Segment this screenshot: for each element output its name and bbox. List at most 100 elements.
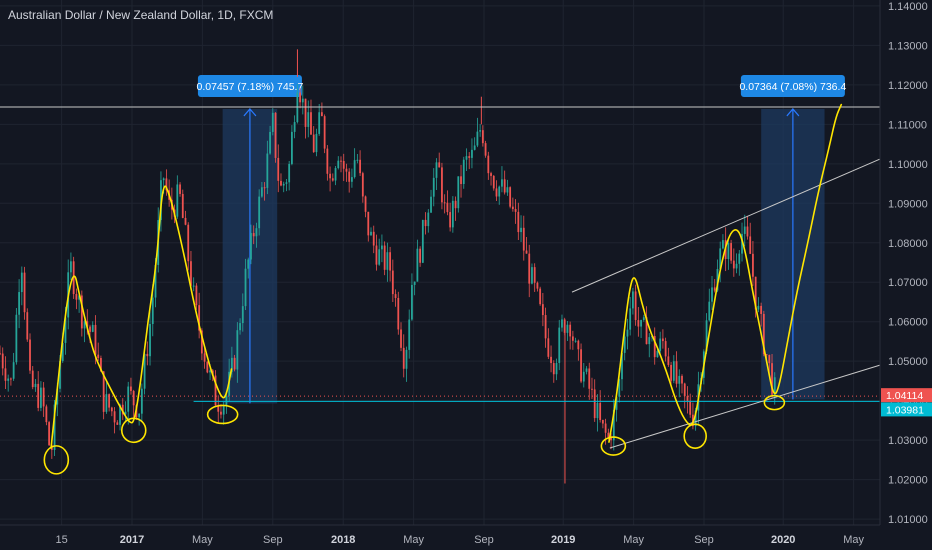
candle-body bbox=[247, 259, 250, 269]
candle-body bbox=[672, 361, 675, 381]
candle-body bbox=[768, 354, 771, 364]
candle-body bbox=[591, 388, 593, 390]
candle-body bbox=[23, 272, 26, 313]
candle-body bbox=[490, 173, 492, 176]
candle-body bbox=[430, 196, 432, 213]
x-tick-label: 15 bbox=[55, 534, 67, 546]
measure-label-box bbox=[740, 74, 845, 97]
candle-body bbox=[165, 178, 168, 191]
freehand-circle[interactable] bbox=[120, 417, 147, 444]
measure-boxes[interactable]: 0.07457 (7.18%) 745.7 0.07364 (7.08%) 736… bbox=[196, 74, 846, 404]
candle-body bbox=[484, 143, 487, 156]
channel-line-lower[interactable] bbox=[609, 364, 881, 449]
candle-body bbox=[18, 292, 20, 315]
candle-body bbox=[127, 386, 130, 412]
candle-body bbox=[757, 305, 760, 310]
time-axis[interactable]: 15 2017 May Sep 2018 May Sep 2019 May Sep 2020 May bbox=[0, 524, 880, 546]
measure-label-box bbox=[197, 74, 302, 97]
candle-body bbox=[176, 184, 179, 217]
candle-body bbox=[331, 178, 334, 181]
candle-body bbox=[293, 122, 296, 132]
candle-body bbox=[435, 162, 438, 178]
freehand-circle[interactable] bbox=[763, 394, 786, 411]
candle-body bbox=[432, 177, 435, 197]
y-tick-label: 1.09000 bbox=[888, 198, 928, 210]
candle-body bbox=[558, 327, 561, 363]
trend-lines[interactable] bbox=[0, 106, 881, 449]
candle-body bbox=[670, 364, 672, 381]
candle-body bbox=[555, 362, 558, 375]
candle-body bbox=[416, 248, 419, 282]
candle-body bbox=[539, 288, 542, 305]
candle-body bbox=[198, 305, 201, 331]
freehand-circle[interactable] bbox=[600, 436, 627, 456]
candle-body bbox=[89, 326, 91, 332]
candle-body bbox=[520, 227, 522, 233]
candle-body bbox=[394, 294, 397, 298]
candle-body bbox=[124, 411, 127, 415]
hand-drawings[interactable] bbox=[43, 103, 843, 475]
freehand-circle[interactable] bbox=[683, 423, 708, 449]
candle-body bbox=[149, 324, 151, 357]
candle-body bbox=[20, 272, 23, 293]
candle-body bbox=[492, 175, 495, 189]
candle-body bbox=[749, 236, 752, 254]
candle-body bbox=[468, 156, 471, 158]
candle-body bbox=[511, 206, 514, 210]
candle-body bbox=[348, 171, 351, 182]
channel-line-upper[interactable] bbox=[571, 158, 881, 293]
candle-body bbox=[571, 336, 574, 341]
candle-body bbox=[154, 264, 157, 298]
candle-body bbox=[722, 240, 724, 249]
candle-body bbox=[618, 379, 621, 397]
candle-body bbox=[113, 411, 116, 423]
candle-body bbox=[640, 320, 642, 327]
candle-body bbox=[711, 287, 713, 302]
candle-body bbox=[552, 363, 555, 375]
y-tick-label: 1.02000 bbox=[888, 475, 928, 487]
x-tick-label: May bbox=[192, 534, 213, 546]
freehand-circle[interactable] bbox=[43, 445, 70, 475]
candle-body bbox=[359, 159, 361, 174]
price-axis[interactable]: 1.010001.020001.030001.040001.050001.060… bbox=[879, 0, 932, 550]
candle-body bbox=[100, 358, 102, 372]
y-tick-label: 1.01000 bbox=[888, 514, 928, 526]
candle-body bbox=[244, 268, 247, 307]
candle-body bbox=[386, 252, 389, 270]
candle-body bbox=[525, 250, 528, 254]
candle-body bbox=[48, 422, 51, 446]
candle-body bbox=[773, 377, 776, 395]
candle-body bbox=[315, 133, 318, 153]
freehand-circle[interactable] bbox=[206, 404, 239, 425]
candle-body bbox=[80, 295, 83, 329]
candle-body bbox=[681, 375, 683, 384]
candle-body bbox=[375, 245, 378, 265]
candle-body bbox=[351, 177, 353, 182]
candle-body bbox=[588, 368, 591, 389]
candle-body bbox=[367, 211, 370, 236]
candle-body bbox=[743, 226, 746, 234]
x-tick-label: May bbox=[403, 534, 424, 546]
candle-body bbox=[438, 162, 441, 168]
candle-body bbox=[741, 233, 743, 254]
candle-body bbox=[263, 187, 266, 189]
candle-body bbox=[200, 330, 203, 354]
candle-body bbox=[730, 243, 733, 261]
candle-body bbox=[329, 173, 331, 179]
freehand-drawing[interactable] bbox=[50, 185, 233, 449]
candle-body bbox=[0, 353, 1, 355]
candle-body bbox=[206, 361, 209, 373]
x-tick-label: May bbox=[843, 534, 864, 546]
candle-body bbox=[334, 168, 337, 181]
candle-body bbox=[192, 285, 195, 287]
y-tick-label: 1.06000 bbox=[888, 317, 928, 329]
x-tick-label: Sep bbox=[694, 534, 714, 546]
candle-body bbox=[686, 396, 689, 401]
freehand-drawing[interactable] bbox=[608, 103, 843, 443]
candle-body bbox=[465, 156, 468, 160]
candle-body bbox=[713, 287, 716, 291]
candle-body bbox=[648, 337, 651, 345]
candle-body bbox=[381, 245, 383, 250]
candle-body bbox=[26, 312, 29, 340]
